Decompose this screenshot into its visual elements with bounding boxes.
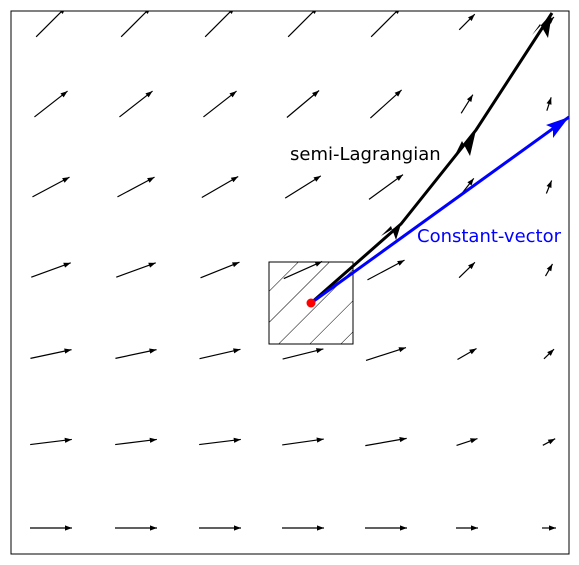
arrow-icon <box>287 11 317 38</box>
arrow-icon <box>30 437 72 446</box>
arrow-icon <box>201 175 239 199</box>
arrow-icon <box>120 11 150 38</box>
arrow-icon <box>282 525 324 531</box>
semi-lagrangian-path <box>310 12 554 305</box>
arrow-icon <box>199 348 241 360</box>
constant-vector-arrowhead <box>546 117 569 138</box>
arrow-icon <box>542 525 556 531</box>
arrow-icon <box>117 176 155 198</box>
constant-vector-path <box>310 115 570 305</box>
arrow-icon <box>203 90 237 118</box>
arrow-icon <box>34 90 68 118</box>
arrow-icon <box>458 13 476 31</box>
origin-point <box>306 298 316 308</box>
arrow-icon <box>30 525 72 531</box>
arrow-icon <box>30 348 72 359</box>
arrow-icon <box>546 97 552 111</box>
semi-lagrangian-arrowhead-2 <box>456 130 476 156</box>
arrow-icon <box>115 525 157 531</box>
arrow-icon <box>119 90 153 118</box>
arrow-icon <box>369 89 403 119</box>
semi-lagrangian-trajectory <box>310 12 554 305</box>
arrow-icon <box>282 437 324 446</box>
arrow-icon <box>544 263 554 277</box>
arrow-icon <box>367 259 405 281</box>
arrow-icon <box>460 94 474 114</box>
semi-lagrangian-arrowhead-3 <box>532 13 552 38</box>
arrow-icon <box>456 525 478 531</box>
arrow-icon <box>284 175 322 199</box>
arrow-icon <box>370 11 400 38</box>
constant-vector-label: Constant-vector <box>417 226 562 247</box>
arrow-icon <box>545 180 553 194</box>
arrow-icon <box>542 438 556 446</box>
arrow-icon <box>31 262 71 278</box>
arrow-icon <box>543 348 555 360</box>
arrow-icon <box>115 437 157 446</box>
semi-lagrangian-label: semi-Lagrangian <box>290 144 441 165</box>
arrow-icon <box>365 437 407 447</box>
arrow-icon <box>116 262 156 278</box>
arrow-icon <box>115 348 157 359</box>
arrow-icon <box>204 11 234 38</box>
arrow-icon <box>365 525 407 531</box>
arrow-icon <box>365 346 407 362</box>
arrow-icon <box>286 90 320 118</box>
semi-lagrangian-arrowhead-1 <box>381 224 401 240</box>
arrow-icon <box>32 176 70 198</box>
arrow-icon <box>368 174 404 200</box>
arrow-icon <box>456 438 478 446</box>
arrow-icon <box>282 348 324 360</box>
constant-vector-line <box>310 115 570 305</box>
arrow-icon <box>457 347 477 361</box>
arrow-icon <box>200 261 240 279</box>
arrow-icon <box>458 261 476 279</box>
arrow-icon <box>199 525 241 531</box>
arrow-icon <box>199 437 241 446</box>
arrow-icon <box>35 11 65 38</box>
vector-field <box>30 11 556 531</box>
